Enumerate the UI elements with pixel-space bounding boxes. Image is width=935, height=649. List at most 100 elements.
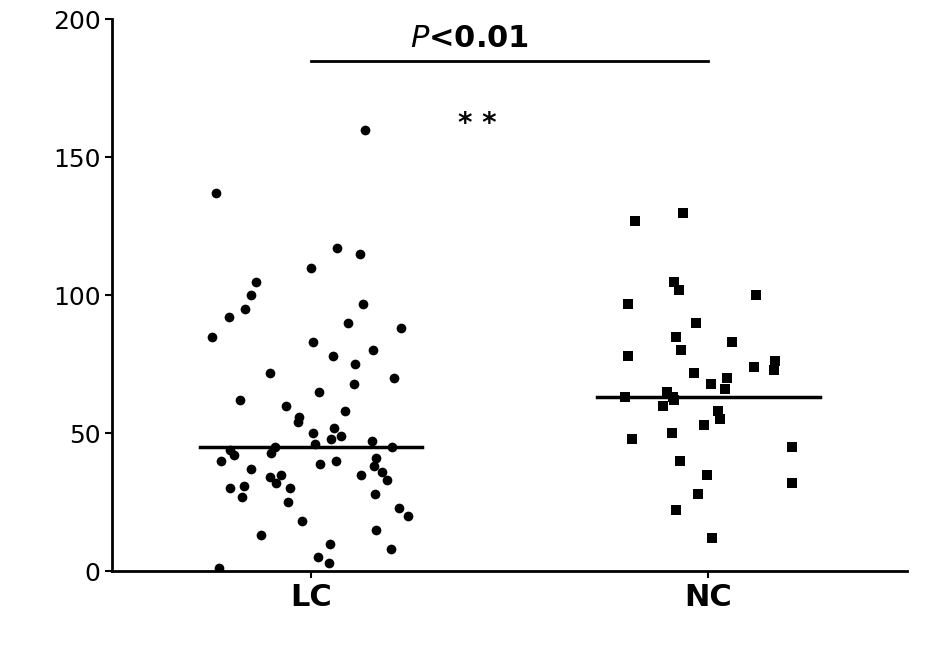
Point — [306, 337, 321, 347]
Point — [704, 533, 719, 543]
Text: * *: * * — [458, 110, 497, 138]
Point — [355, 299, 370, 309]
Point — [312, 387, 327, 397]
Point — [340, 318, 355, 328]
Point — [303, 262, 318, 273]
Point — [313, 458, 328, 469]
Text: $\mathit{P}$<0.01: $\mathit{P}$<0.01 — [410, 23, 529, 53]
Point — [368, 453, 383, 463]
Point — [325, 350, 340, 361]
Point — [338, 406, 353, 417]
Point — [222, 312, 237, 323]
Point — [306, 428, 321, 439]
Point — [244, 464, 259, 474]
Point — [243, 290, 258, 300]
Point — [667, 276, 682, 287]
Point — [767, 365, 782, 375]
Point — [747, 362, 762, 373]
Point — [669, 332, 683, 342]
Point — [322, 557, 337, 568]
Point — [333, 431, 348, 441]
Point — [348, 359, 363, 369]
Point — [268, 478, 283, 488]
Point — [282, 483, 297, 493]
Point — [310, 552, 325, 563]
Point — [364, 436, 379, 447]
Point — [327, 422, 342, 433]
Point — [254, 530, 269, 541]
Point — [620, 299, 635, 309]
Point — [383, 544, 398, 554]
Point — [618, 392, 633, 402]
Point — [719, 373, 734, 383]
Point — [784, 478, 799, 488]
Point — [352, 249, 367, 259]
Point — [673, 456, 688, 466]
Point — [295, 517, 309, 527]
Point — [237, 304, 252, 314]
Point — [667, 395, 682, 405]
Point — [209, 188, 223, 199]
Point — [212, 563, 227, 574]
Point — [234, 491, 249, 502]
Point — [665, 428, 680, 439]
Point — [697, 420, 712, 430]
Point — [625, 434, 640, 444]
Point — [262, 367, 277, 378]
Point — [674, 345, 689, 356]
Point — [368, 524, 383, 535]
Point — [700, 469, 715, 480]
Point — [659, 387, 674, 397]
Point — [357, 125, 372, 135]
Point — [205, 332, 220, 342]
Point — [292, 411, 307, 422]
Point — [274, 469, 289, 480]
Point — [669, 505, 684, 515]
Point — [330, 243, 345, 254]
Point — [712, 414, 727, 424]
Point — [308, 439, 323, 449]
Point — [711, 406, 726, 417]
Point — [627, 215, 642, 226]
Point — [392, 502, 407, 513]
Point — [367, 461, 381, 471]
Point — [676, 208, 691, 218]
Point — [686, 367, 701, 378]
Point — [232, 395, 247, 405]
Point — [290, 417, 305, 428]
Point — [354, 469, 369, 480]
Point — [249, 276, 264, 287]
Point — [223, 483, 237, 493]
Point — [374, 467, 389, 477]
Point — [768, 356, 783, 367]
Point — [380, 475, 395, 485]
Point — [264, 447, 279, 458]
Point — [688, 318, 703, 328]
Point — [749, 290, 764, 300]
Point — [267, 442, 282, 452]
Point — [324, 434, 338, 444]
Point — [384, 442, 399, 452]
Point — [328, 456, 343, 466]
Point — [346, 378, 361, 389]
Point — [366, 345, 381, 356]
Point — [690, 489, 705, 499]
Point — [621, 350, 636, 361]
Point — [400, 511, 415, 521]
Point — [666, 392, 681, 402]
Point — [213, 456, 228, 466]
Point — [279, 400, 294, 411]
Point — [725, 337, 740, 347]
Point — [226, 450, 241, 461]
Point — [703, 378, 718, 389]
Point — [263, 472, 278, 483]
Point — [323, 539, 338, 549]
Point — [671, 284, 686, 295]
Point — [280, 497, 295, 508]
Point — [237, 480, 252, 491]
Point — [222, 445, 237, 455]
Point — [655, 400, 670, 411]
Point — [367, 489, 382, 499]
Point — [784, 442, 799, 452]
Point — [386, 373, 401, 383]
